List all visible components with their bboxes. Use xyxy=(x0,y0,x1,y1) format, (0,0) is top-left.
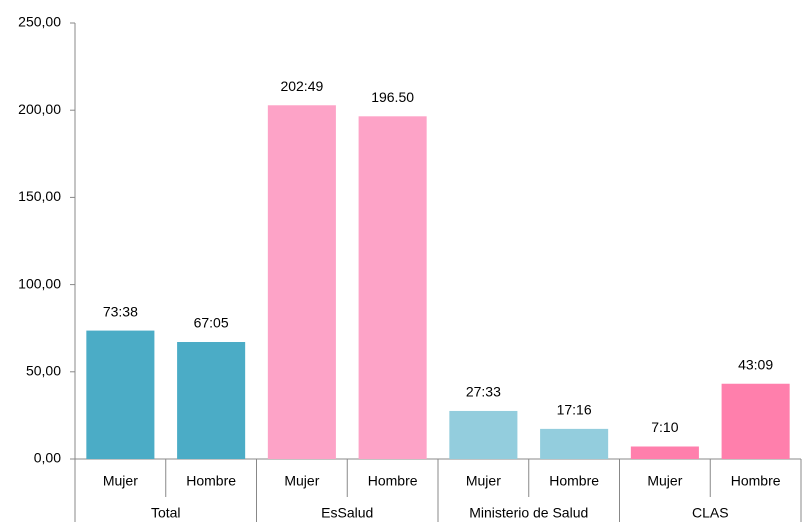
y-tick-label: 100,00 xyxy=(18,275,61,291)
data-label: 17:16 xyxy=(557,402,592,418)
bar xyxy=(630,446,699,459)
bar xyxy=(86,330,155,459)
y-tick-label: 0,00 xyxy=(34,450,61,466)
data-label: 67:05 xyxy=(194,315,229,331)
x-tick-label: Hombre xyxy=(368,473,418,489)
x-tick-label: Mujer xyxy=(647,473,682,489)
y-tick-label: 50,00 xyxy=(26,363,61,379)
data-label: 196.50 xyxy=(371,89,414,105)
bar xyxy=(721,383,790,459)
data-label: 73:38 xyxy=(103,303,138,319)
bar xyxy=(540,428,609,459)
x-tick-label: Hombre xyxy=(731,473,781,489)
x-tick-label: Mujer xyxy=(103,473,138,489)
bar xyxy=(267,105,336,459)
y-tick-label: 150,00 xyxy=(18,188,61,204)
bar xyxy=(177,342,246,459)
group-label: EsSalud xyxy=(321,505,373,521)
group-label: CLAS xyxy=(692,505,729,521)
bar xyxy=(358,116,427,459)
group-label: Ministerio de Salud xyxy=(469,505,588,521)
group-label: Total xyxy=(151,505,181,521)
x-tick-label: Mujer xyxy=(284,473,319,489)
data-label: 43:09 xyxy=(738,356,773,372)
y-tick-label: 250,00 xyxy=(18,14,61,30)
data-label: 7:10 xyxy=(651,419,678,435)
x-tick-label: Hombre xyxy=(549,473,599,489)
x-tick-label: Mujer xyxy=(466,473,501,489)
x-tick-label: Hombre xyxy=(186,473,236,489)
bar xyxy=(449,410,518,459)
y-tick-label: 200,00 xyxy=(18,101,61,117)
data-label: 27:33 xyxy=(466,384,501,400)
data-label: 202:49 xyxy=(280,78,323,94)
